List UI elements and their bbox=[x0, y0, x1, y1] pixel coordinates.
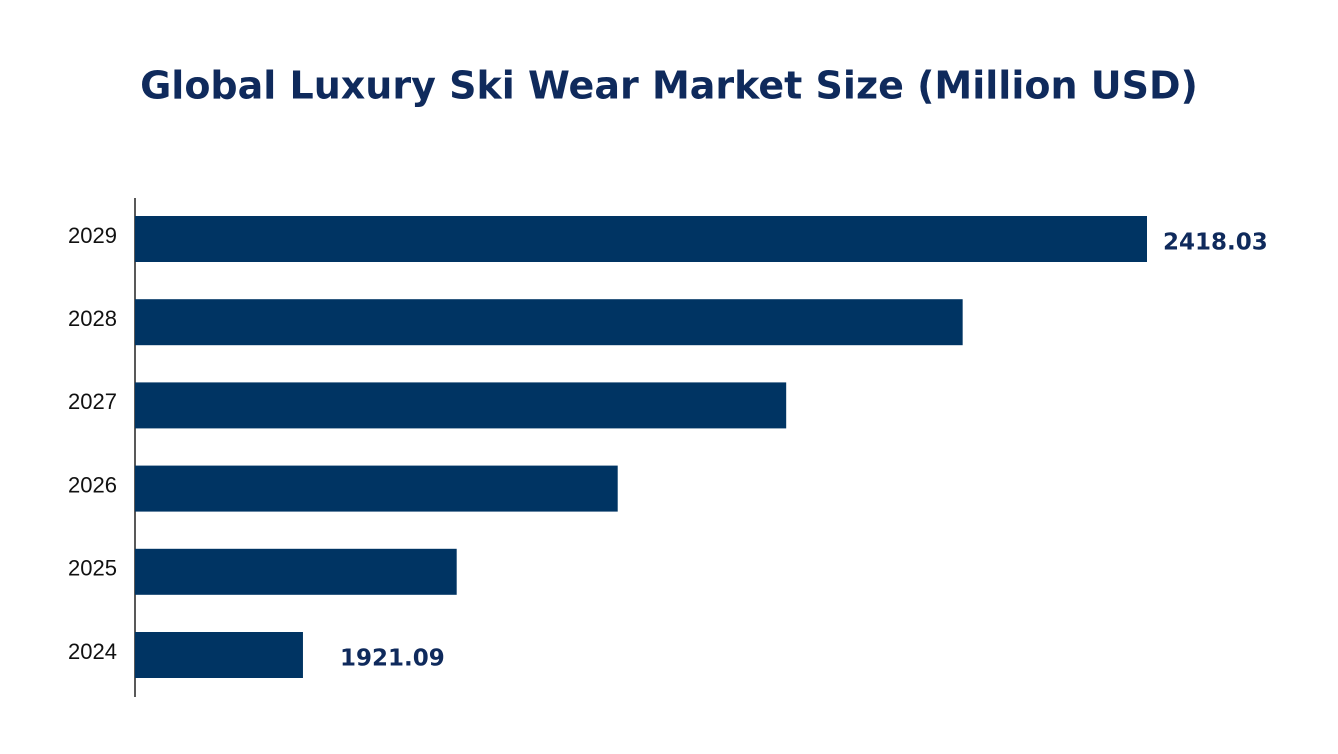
y-tick-label: 2029 bbox=[68, 223, 117, 248]
y-tick-label: 2027 bbox=[68, 389, 117, 414]
y-tick-label: 2028 bbox=[68, 306, 117, 331]
bar bbox=[135, 299, 963, 346]
bar bbox=[135, 216, 1147, 262]
bar bbox=[135, 632, 303, 678]
bar bbox=[135, 382, 787, 429]
y-tick-label: 2024 bbox=[68, 639, 117, 664]
bar bbox=[135, 465, 618, 512]
value-label: 1921.09 bbox=[340, 646, 445, 672]
value-label: 2418.03 bbox=[1163, 230, 1268, 256]
chart-title: Global Luxury Ski Wear Market Size (Mill… bbox=[140, 64, 1198, 108]
y-tick-label: 2025 bbox=[68, 556, 117, 581]
bar bbox=[135, 548, 457, 595]
y-tick-label: 2026 bbox=[68, 472, 117, 497]
